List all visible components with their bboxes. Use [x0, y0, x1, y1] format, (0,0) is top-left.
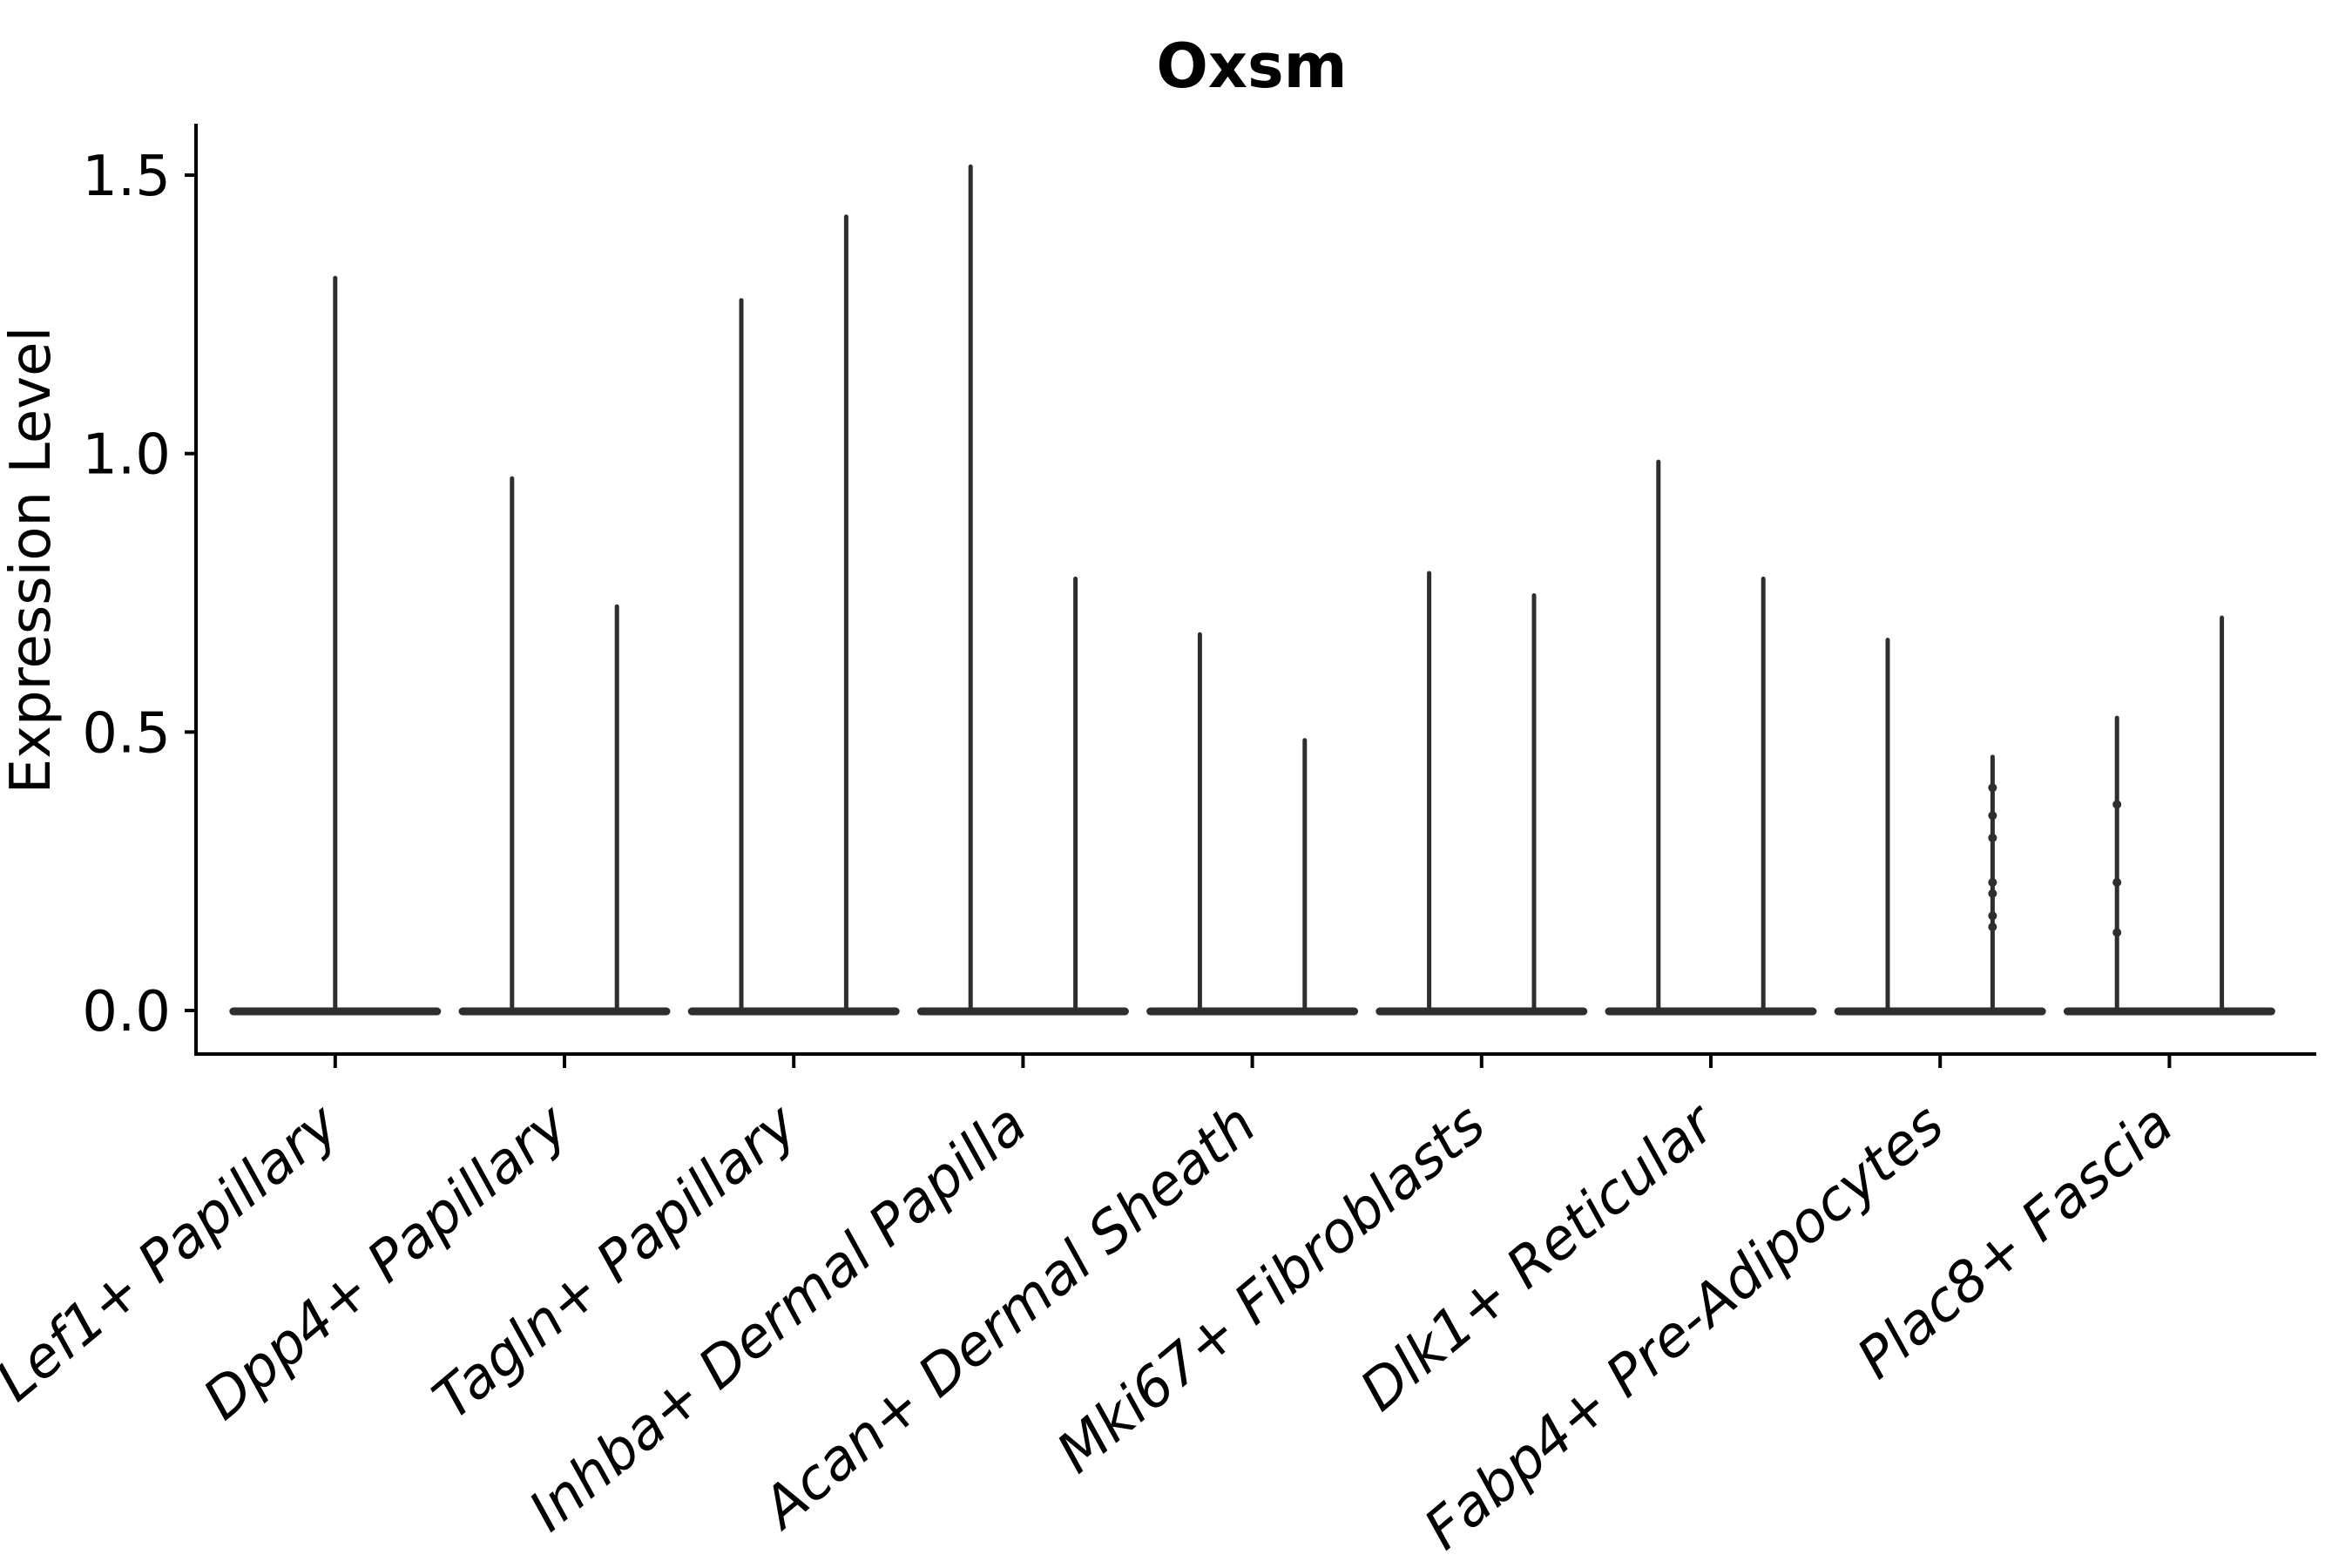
expression-dot	[1988, 877, 1997, 887]
expression-dot	[1988, 911, 1997, 921]
y-tick-label: 1.5	[82, 145, 171, 209]
y-tick-label: 1.0	[82, 423, 171, 488]
y-axis-label: Expression Level	[0, 327, 64, 794]
expression-dot	[2112, 800, 2122, 809]
y-tick-label: 0.0	[82, 980, 171, 1044]
violin-group	[229, 164, 2275, 1016]
expression-dot	[2112, 877, 2122, 887]
expression-dot	[2112, 928, 2122, 937]
expression-dot	[1988, 833, 1997, 842]
axes-group	[194, 124, 2316, 1056]
expression-dot	[1988, 811, 1997, 821]
expression-dot	[1988, 923, 1997, 932]
y-tick-label: 0.5	[82, 701, 171, 766]
ytick-group: 0.0 0.5 1.0 1.5	[82, 145, 196, 1044]
expression-dot	[1988, 889, 1997, 898]
x-tick-label: Mki67+ Fibroblasts	[1045, 1092, 1497, 1486]
expression-dot	[1988, 783, 1997, 793]
chart-title: Oxsm	[1156, 30, 1347, 102]
